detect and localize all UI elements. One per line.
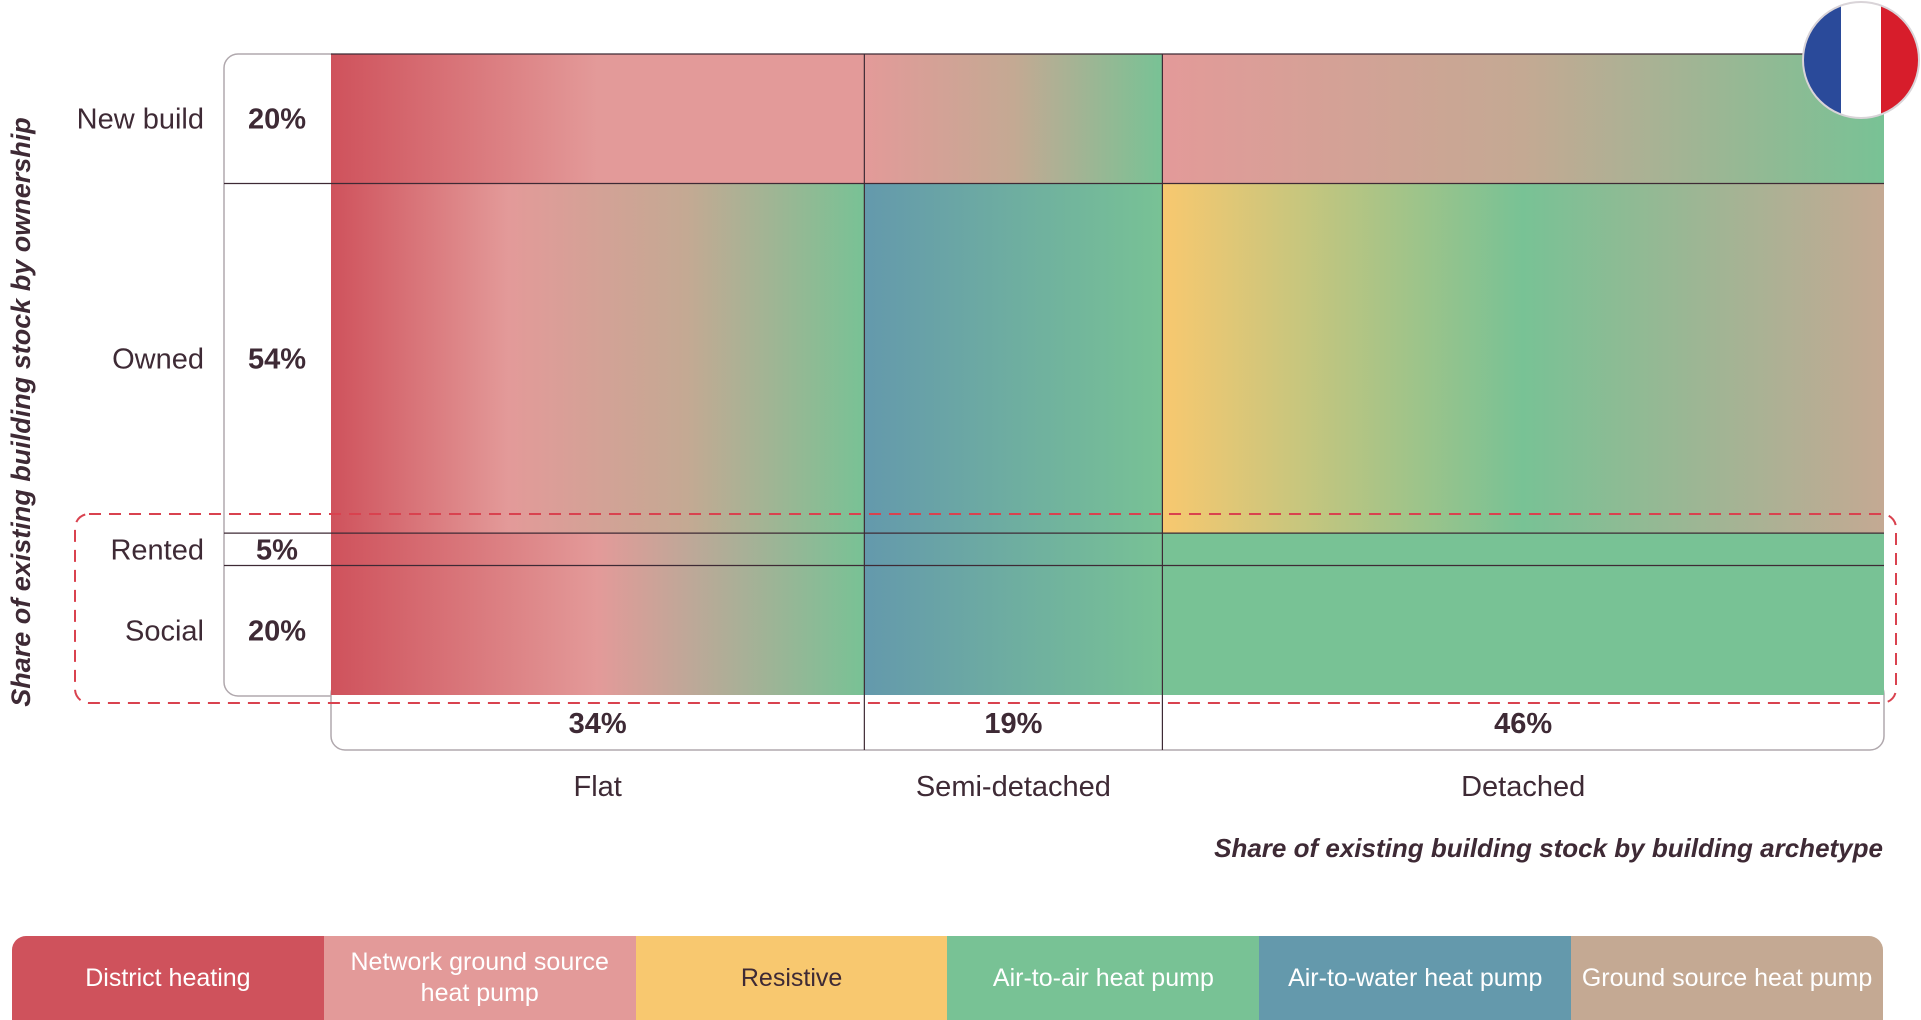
column-label-detached: Detached — [1461, 771, 1585, 803]
row-share-owned: 54% — [248, 343, 306, 375]
france-flag-icon — [1802, 1, 1920, 119]
heatmap-cells — [331, 54, 1884, 695]
cell-owned-semi-detached — [864, 183, 1163, 534]
cell-rented-detached — [1162, 533, 1884, 566]
y-axis-title: Share of existing building stock by owne… — [6, 117, 36, 707]
cell-new-build-semi-detached — [864, 54, 1163, 184]
row-share-social: 20% — [248, 615, 306, 647]
legend-item-resistive: Resistive — [635, 936, 948, 1020]
cell-social-semi-detached — [864, 565, 1163, 695]
cell-owned-flat — [331, 183, 865, 534]
row-label-new-build: New build — [77, 104, 204, 136]
legend-item-air-to-air-heat-pump: Air-to-air heat pump — [947, 936, 1260, 1020]
cell-new-build-detached — [1162, 54, 1884, 184]
row-label-owned: Owned — [112, 343, 204, 375]
heatmap-grid-lines — [224, 53, 1884, 750]
column-label-semi-detached: Semi-detached — [916, 771, 1111, 803]
cell-social-detached — [1162, 565, 1884, 695]
legend-item-ground-source-heat-pump: Ground source heat pump — [1571, 936, 1883, 1020]
column-label-flat: Flat — [574, 771, 622, 803]
cell-rented-semi-detached — [864, 533, 1163, 566]
column-share-flat: 34% — [569, 708, 627, 740]
row-label-rented: Rented — [110, 534, 204, 566]
chart-labels: New build 20% Owned 54% Rented 5% Social 20% 34%… — [77, 104, 1586, 803]
legend-item-network-ground-source-heat-pump: Network ground source heat pump — [323, 936, 636, 1020]
cell-new-build-flat — [331, 54, 865, 184]
row-share-new-build: 20% — [248, 104, 306, 136]
cell-owned-detached — [1162, 183, 1884, 534]
column-share-detached: 46% — [1494, 708, 1552, 740]
column-share-semi-detached: 19% — [984, 708, 1042, 740]
legend-item-air-to-water-heat-pump: Air-to-water heat pump — [1259, 936, 1572, 1020]
x-axis-title: Share of existing building stock by buil… — [1214, 833, 1883, 863]
legend-item-district-heating: District heating — [12, 936, 324, 1020]
row-share-rented: 5% — [256, 534, 298, 566]
legend: District heating Network ground source h… — [12, 936, 1883, 1020]
row-label-social: Social — [125, 615, 204, 647]
cell-rented-flat — [331, 533, 865, 566]
cell-social-flat — [331, 565, 865, 695]
